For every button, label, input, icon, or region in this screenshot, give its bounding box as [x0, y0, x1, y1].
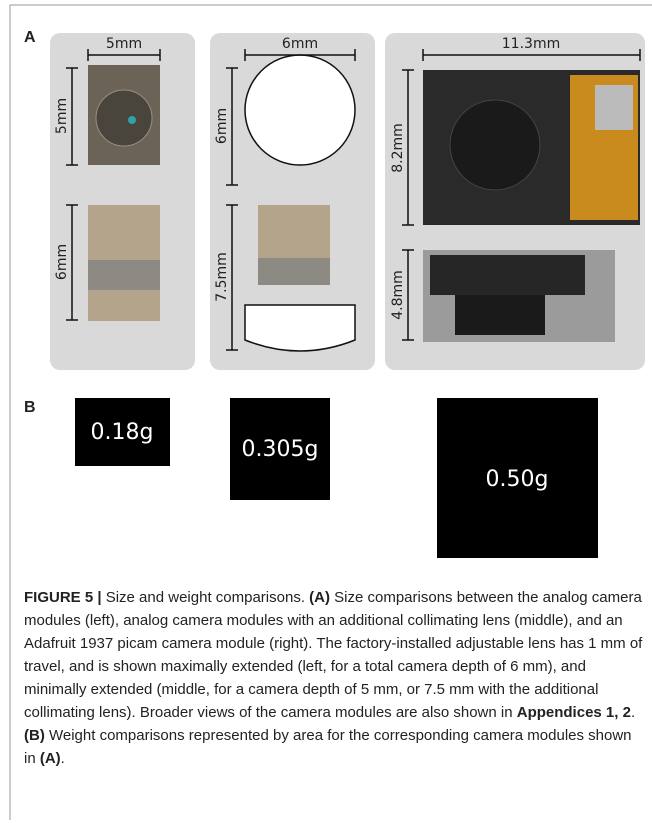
- caption-text: .: [631, 704, 635, 721]
- collimating-lens: [245, 305, 355, 351]
- dimension-label: 7.5mm: [214, 252, 230, 302]
- photo-detail: [430, 255, 585, 295]
- page: A 5mm 5mm 6mm 6mm 6mm 7.5mm 11.3mm 8.2mm…: [0, 0, 652, 823]
- dimension-label: 6mm: [282, 36, 318, 52]
- lens: [450, 100, 540, 190]
- caption-text: Weight comparisons represented by area f…: [24, 727, 632, 767]
- weight-label: 0.50g: [486, 467, 549, 492]
- caption-text: (A): [40, 750, 61, 767]
- panel-label: B: [24, 399, 36, 416]
- lens-outline: [245, 55, 355, 165]
- dimension-label: 5mm: [54, 98, 70, 134]
- caption-text: FIGURE 5 |: [24, 589, 102, 606]
- dimension-label: 8.2mm: [390, 123, 406, 173]
- caption-text: (B): [24, 727, 45, 744]
- weight-label: 0.18g: [91, 420, 154, 445]
- weight-label: 0.305g: [242, 437, 319, 462]
- photo-detail: [455, 295, 545, 335]
- dimension-label: 6mm: [54, 244, 70, 280]
- dimension-label: 4.8mm: [390, 270, 406, 320]
- dimension-label: 5mm: [106, 36, 142, 52]
- dimension-label: 6mm: [214, 108, 230, 144]
- photo-detail: [88, 260, 160, 290]
- caption: FIGURE 5 | Size and weight comparisons. …: [24, 586, 644, 770]
- caption-text: .: [61, 750, 65, 767]
- caption-text: Appendices 1, 2: [517, 704, 631, 721]
- panel-label: A: [24, 29, 36, 46]
- dimension-label: 11.3mm: [502, 36, 560, 52]
- caption-text: Size comparisons between the analog came…: [24, 589, 642, 721]
- lens-center: [128, 116, 136, 124]
- caption-text: (A): [309, 589, 330, 606]
- photo-detail: [258, 258, 330, 285]
- component: [595, 85, 633, 130]
- caption-text: Size and weight comparisons.: [102, 589, 310, 606]
- lens: [96, 90, 152, 146]
